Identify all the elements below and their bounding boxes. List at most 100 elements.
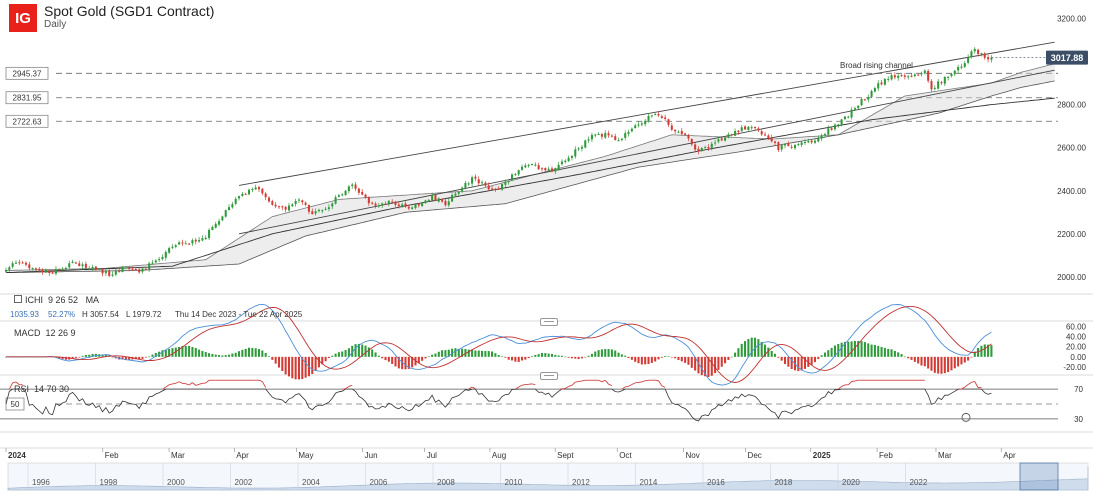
macd-histogram-bar — [427, 356, 430, 357]
candle-body — [277, 206, 281, 208]
candle-body — [271, 201, 274, 205]
candle-body — [970, 51, 973, 57]
candle-body — [457, 191, 460, 194]
candle-body — [141, 268, 144, 272]
macd-histogram-bar — [664, 356, 667, 357]
macd-histogram-bar — [271, 356, 274, 360]
macd-pane-resize-handle[interactable] — [540, 318, 558, 326]
macd-histogram-bar — [251, 347, 254, 357]
macd-histogram-bar — [301, 356, 304, 379]
rsi-overbought-segment — [565, 386, 569, 389]
candle-body — [797, 144, 800, 146]
candle-body — [247, 189, 251, 195]
month-label: Feb — [879, 451, 893, 460]
macd-histogram-bar — [527, 356, 530, 359]
macd-histogram-bar — [387, 356, 390, 362]
macd-histogram-bar — [231, 353, 234, 357]
candle-body — [231, 204, 234, 208]
candle-body — [78, 263, 81, 266]
candle-body — [930, 81, 933, 90]
candle-body — [171, 246, 174, 248]
candle-body — [574, 149, 577, 157]
macd-histogram-bar — [501, 356, 504, 357]
macd-histogram-bar — [234, 352, 237, 357]
candle-body — [540, 168, 544, 170]
macd-histogram-bar — [357, 343, 360, 357]
navigator-year-label: 2010 — [505, 478, 523, 487]
macd-histogram-bar — [777, 356, 780, 358]
candle-body — [497, 188, 500, 190]
support-label-box — [5, 91, 49, 105]
candle-body — [361, 191, 364, 195]
macd-histogram-bar — [264, 352, 267, 357]
rsi-pane-resize-handle[interactable] — [540, 372, 558, 380]
macd-histogram-bar — [391, 356, 394, 364]
macd-histogram-bar — [607, 349, 610, 357]
candle-body — [650, 115, 653, 117]
macd-histogram-bar — [963, 356, 966, 363]
macd-histogram-bar — [421, 356, 424, 361]
candle-body — [604, 133, 607, 138]
macd-histogram-bar — [544, 353, 547, 357]
candle-body — [71, 261, 74, 263]
candle-body — [893, 75, 896, 78]
ichimoku-legend[interactable]: ICHI 9 26 52 MA — [14, 295, 99, 305]
rsi-overbought-segment — [258, 379, 263, 382]
candle-body — [594, 134, 597, 136]
candle-body — [520, 166, 524, 170]
macd-histogram-bar — [873, 345, 876, 357]
macd-histogram-bar — [560, 355, 563, 357]
macd-histogram-bar — [407, 356, 410, 369]
candle-body — [344, 190, 347, 196]
candle-body — [461, 187, 464, 192]
rsi-overbought-segment — [515, 386, 519, 390]
macd-histogram-bar — [334, 353, 337, 357]
rsi-marker-circle — [961, 412, 971, 422]
candle-body — [311, 211, 314, 215]
macd-histogram-bar — [913, 356, 916, 362]
macd-histogram-bar — [887, 348, 890, 357]
drag-handle-icon[interactable] — [14, 295, 22, 303]
month-label: Apr — [1003, 451, 1016, 460]
macd-histogram-bar — [367, 347, 370, 357]
candle-body — [867, 97, 870, 100]
candle-body — [694, 144, 697, 150]
macd-histogram-bar — [567, 356, 570, 358]
channel-lower-line — [238, 69, 1055, 235]
rsi-overbought-segment — [961, 386, 966, 390]
candle-body — [94, 266, 97, 270]
macd-histogram-bar — [940, 356, 943, 374]
rsi-overbought-segment — [178, 381, 183, 384]
macd-histogram-bar — [374, 352, 377, 357]
rsi-legend[interactable]: RSI 14 70 30 — [14, 384, 70, 394]
macd-histogram-bar — [670, 356, 673, 358]
rsi-overbought-segment — [345, 385, 350, 390]
candle-body — [264, 193, 267, 198]
date-range: Thu 14 Dec 2023 - Tue 22 Apr 2025 — [175, 310, 303, 319]
candle-body — [347, 186, 350, 192]
month-label: Jun — [365, 451, 378, 460]
macd-histogram-bar — [930, 356, 933, 371]
candle-body — [737, 130, 740, 133]
macd-histogram-bar — [321, 356, 324, 365]
macd-histogram-bar — [487, 351, 490, 357]
macd-histogram-bar — [797, 356, 800, 372]
candle-body — [314, 211, 317, 214]
candle-body — [181, 242, 184, 244]
macd-histogram-bar — [907, 356, 910, 359]
macd-histogram-bar — [710, 356, 713, 376]
candle-body — [760, 131, 763, 135]
timeframe-label: Daily — [44, 19, 67, 30]
candle-body — [860, 99, 863, 106]
macd-legend[interactable]: MACD 12 26 9 — [14, 328, 76, 338]
macd-histogram-bar — [860, 341, 863, 357]
macd-histogram-bar — [404, 356, 407, 370]
macd-histogram-bar — [883, 347, 886, 357]
macd-tick-label: 0.00 — [1070, 353, 1086, 362]
macd-histogram-bar — [401, 356, 404, 370]
macd-histogram-bar — [760, 341, 763, 357]
support-label: 2831.95 — [13, 94, 42, 103]
candle-body — [104, 270, 107, 274]
candle-body — [44, 269, 47, 273]
